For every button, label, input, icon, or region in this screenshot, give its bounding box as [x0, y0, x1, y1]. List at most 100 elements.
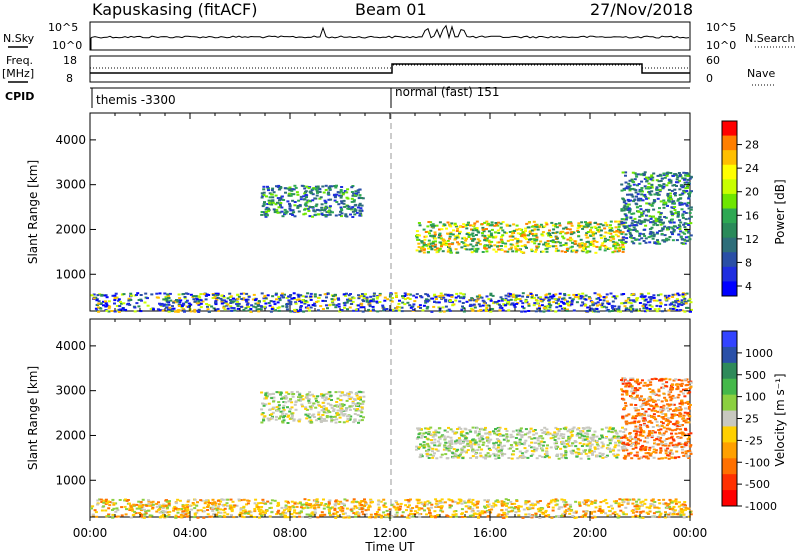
- range-cell: [623, 436, 627, 439]
- range-cell: [277, 404, 281, 407]
- range-cell: [679, 230, 683, 233]
- range-cell: [686, 383, 689, 386]
- range-cell: [311, 414, 314, 417]
- range-cell: [521, 292, 525, 295]
- range-cell: [679, 309, 683, 311]
- range-cell: [650, 185, 654, 188]
- range-cell: [625, 393, 629, 396]
- range-cell: [567, 222, 571, 225]
- range-cell: [612, 231, 616, 233]
- range-cell: [289, 398, 293, 401]
- range-cell: [667, 417, 671, 420]
- range-cell: [461, 447, 465, 450]
- range-cell: [590, 500, 594, 503]
- range-cell: [477, 446, 481, 449]
- range-cell: [263, 305, 267, 308]
- range-cell: [302, 310, 306, 313]
- range-cell: [683, 242, 687, 245]
- range-cell: [177, 305, 181, 307]
- range-cell: [254, 498, 258, 501]
- range-cell: [458, 226, 462, 228]
- range-cell: [631, 502, 635, 505]
- range-cell: [575, 434, 579, 437]
- range-cell: [415, 236, 419, 239]
- range-cell: [459, 433, 463, 436]
- range-cell: [562, 445, 566, 448]
- range-cell: [345, 301, 349, 304]
- range-cell: [455, 439, 459, 442]
- range-cell: [358, 390, 362, 393]
- range-cell: [440, 243, 444, 246]
- range-cell: [482, 441, 486, 444]
- range-cell: [543, 225, 547, 228]
- range-cell: [675, 309, 679, 311]
- range-cell: [111, 513, 115, 516]
- freq-frame: [89, 55, 691, 83]
- range-cell: [308, 391, 312, 394]
- range-cell: [642, 400, 646, 403]
- range-cell: [644, 456, 648, 459]
- range-cell: [417, 222, 421, 224]
- range-cell: [433, 441, 437, 444]
- range-cell: [315, 208, 319, 211]
- range-cell: [100, 294, 104, 297]
- range-cell: [177, 303, 181, 306]
- range-cell: [444, 453, 448, 456]
- range-cell: [621, 382, 625, 385]
- range-cell: [627, 385, 631, 388]
- range-cell: [351, 206, 355, 209]
- range-cell: [659, 449, 663, 452]
- range-cell: [625, 449, 629, 452]
- range-cell: [677, 378, 681, 381]
- range-cell: [581, 225, 585, 228]
- range-cell: [524, 500, 528, 503]
- range-cell: [643, 171, 647, 174]
- range-cell: [590, 512, 593, 515]
- range-cell: [335, 304, 339, 307]
- range-cell: [211, 498, 215, 501]
- range-cell: [636, 378, 639, 381]
- range-cell: [685, 292, 689, 295]
- range-cell: [555, 231, 559, 234]
- range-cell: [318, 404, 322, 407]
- range-cell: [634, 434, 638, 437]
- range-cell: [554, 245, 558, 247]
- range-cell: [135, 302, 139, 305]
- range-cell: [355, 507, 359, 509]
- range-cell: [660, 229, 664, 232]
- range-cell: [572, 309, 576, 312]
- range-cell: [682, 210, 686, 213]
- range-cell: [129, 516, 133, 519]
- range-cell: [684, 427, 687, 430]
- range-cell: [565, 228, 569, 230]
- range-cell: [311, 404, 314, 407]
- range-cell: [360, 305, 364, 308]
- range-cell: [293, 201, 297, 203]
- range-cell: [485, 237, 489, 240]
- range-cell: [556, 249, 560, 252]
- range-cell: [594, 232, 597, 235]
- range-cell: [408, 293, 412, 296]
- range-cell: [660, 233, 664, 235]
- range-cell: [440, 228, 444, 231]
- range-cell: [618, 430, 622, 433]
- range-cell: [656, 240, 660, 243]
- range-cell: [557, 309, 561, 312]
- range-cell: [662, 387, 665, 390]
- range-cell: [651, 426, 655, 428]
- beam-title: Beam 01: [355, 0, 427, 19]
- range-cell: [271, 201, 275, 204]
- range-cell: [639, 424, 643, 427]
- range-cell: [667, 457, 671, 460]
- range-cell: [590, 452, 594, 455]
- range-cell: [309, 306, 313, 309]
- range-cell: [280, 397, 283, 400]
- range-cell: [333, 185, 337, 187]
- range-cell: [309, 292, 313, 295]
- range-cell: [654, 409, 657, 412]
- range-cell: [689, 208, 693, 211]
- range-cell: [580, 295, 584, 298]
- range-cell: [442, 239, 446, 242]
- range-cell: [629, 436, 633, 439]
- range-cell: [280, 210, 284, 213]
